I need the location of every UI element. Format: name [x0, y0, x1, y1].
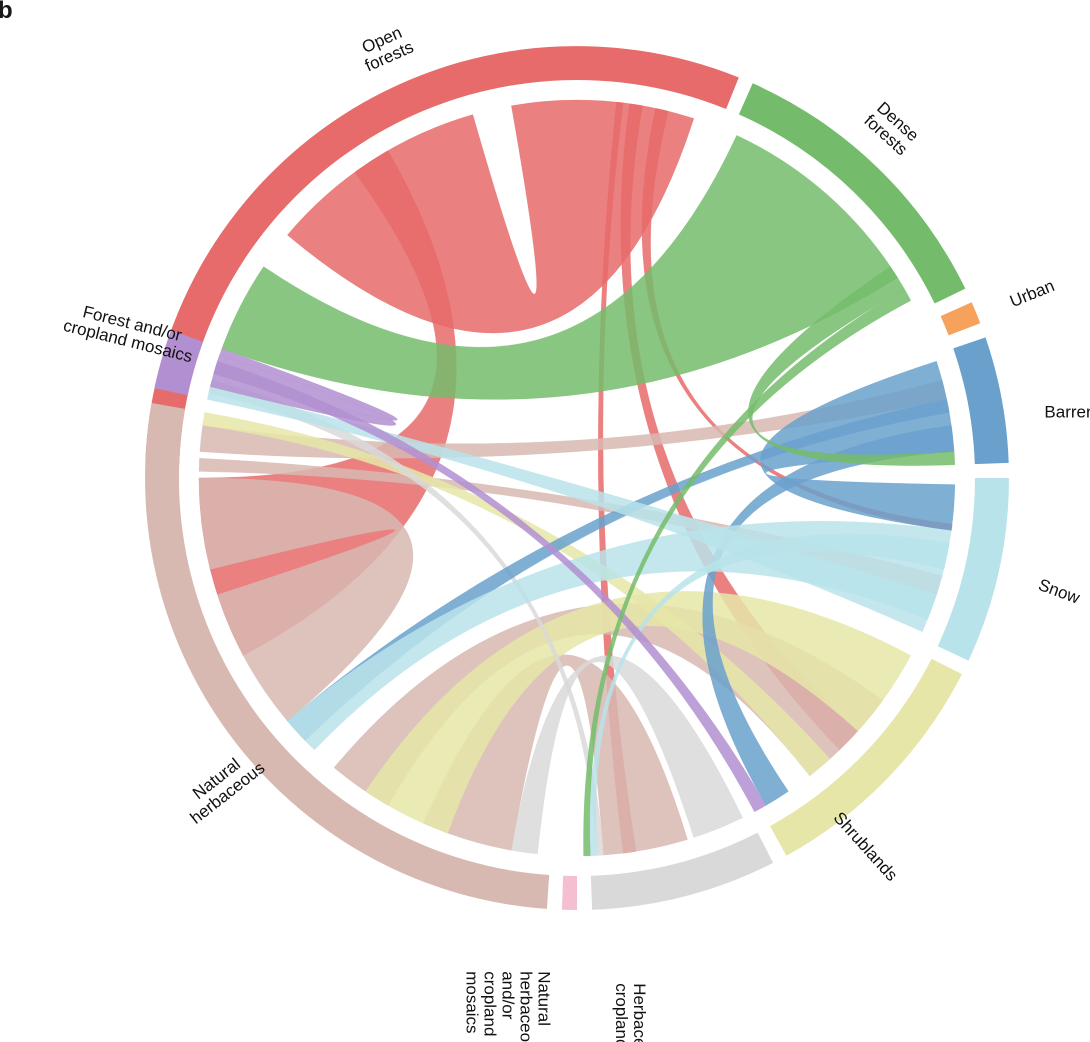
segment-label-line: and/or — [499, 971, 518, 1020]
ribbon-dense-forests-to-dense-forests-5 — [221, 135, 898, 400]
segment-arc-natural-herb-cropland-mosaics — [561, 875, 577, 910]
segment-arc-herbaceous-croplands — [590, 832, 774, 910]
segment-label-line: Herbaceous — [630, 983, 649, 1042]
segment-label-snow: Snow — [1036, 575, 1083, 608]
segment-arc-natural-herbaceous — [145, 403, 550, 909]
segment-arc-open-forests — [145, 46, 739, 465]
segment-label-line: croplands — [612, 983, 631, 1042]
ribbon-dense-forests-to-barren-23 — [748, 266, 956, 466]
segment-label-line: herbaceous — [517, 971, 536, 1042]
segment-label-line: cropland — [481, 971, 500, 1036]
segment-arc-forest-cropland-mosaics — [154, 330, 203, 396]
panel-letter: b — [0, 0, 13, 24]
segment-label-line: Snow — [1036, 575, 1083, 608]
ribbon-snow-to-forest-cropland-mosaics-19 — [207, 386, 937, 633]
segment-arc-layer — [145, 46, 1009, 910]
segment-label-open-forests: Openforests — [355, 21, 417, 76]
segment-label-barren: Barren — [1044, 402, 1090, 421]
ribbon-herbaceous-croplands-to-natural-herbaceous-13 — [511, 655, 744, 855]
segment-label-line: Natural — [535, 971, 554, 1026]
segment-arc-shrublands — [770, 658, 962, 856]
ribbon-forest-cropland-mosaics-to-shrublands-22 — [213, 360, 767, 813]
ribbon-shrublands-to-natural-herbaceous-11 — [365, 591, 912, 834]
segment-label-line: Barren — [1044, 402, 1090, 421]
segment-label-line: mosaics — [463, 971, 482, 1033]
segment-label-urban: Urban — [1007, 276, 1057, 311]
segment-arc-snow — [937, 478, 1009, 661]
ribbon-snow-to-herbaceous-croplands-20 — [589, 533, 950, 857]
segment-label-line: Shrublands — [830, 808, 902, 885]
segment-label-dense-forests: Denseforests — [860, 98, 923, 160]
segment-label-shrublands: Shrublands — [830, 808, 902, 885]
segment-label-herbaceous-croplands: Herbaceouscroplands — [612, 983, 649, 1042]
segment-label-natural-herb-cropland-mosaics: Naturalherbaceousand/orcroplandmosaics — [463, 971, 554, 1042]
segment-arc-urban — [940, 302, 981, 336]
segment-label-forest-cropland-mosaics: Forest and/orcropland mosaics — [61, 298, 198, 366]
ribbon-layer — [198, 99, 956, 857]
ribbon-barren-to-shrublands-17 — [702, 425, 955, 806]
segment-arc-dense-forests — [738, 83, 966, 304]
ribbon-dense-forests-to-herbaceous-croplands-24 — [583, 288, 912, 857]
segment-label-line: Urban — [1007, 276, 1057, 311]
segment-arc-barren — [953, 337, 1009, 465]
